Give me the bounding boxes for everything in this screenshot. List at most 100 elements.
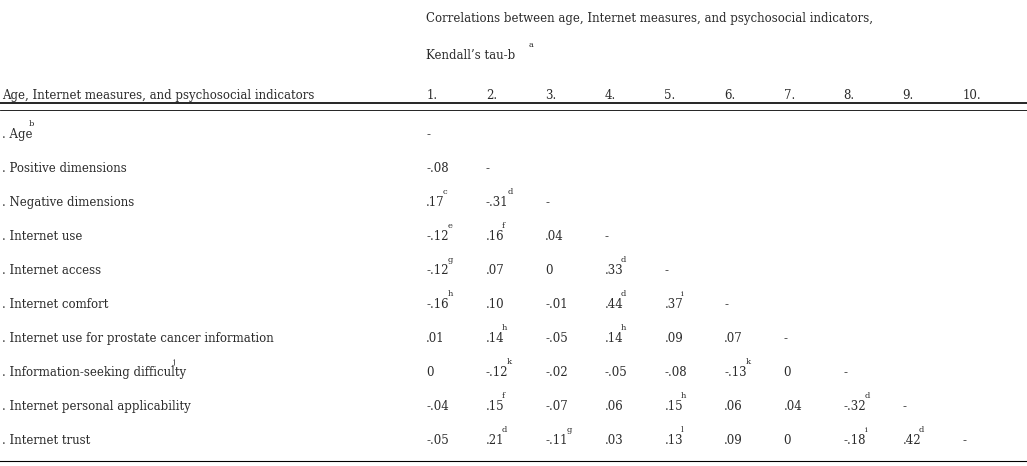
Text: .10: .10 <box>486 298 504 311</box>
Text: 0: 0 <box>784 434 791 447</box>
Text: 4.: 4. <box>605 89 616 102</box>
Text: 1.: 1. <box>426 89 438 102</box>
Text: -.31: -.31 <box>486 196 508 209</box>
Text: . Internet personal applicability: . Internet personal applicability <box>2 400 191 413</box>
Text: -.08: -.08 <box>664 366 687 379</box>
Text: c: c <box>443 188 447 196</box>
Text: .01: .01 <box>426 332 445 345</box>
Text: . Positive dimensions: . Positive dimensions <box>2 162 126 175</box>
Text: . Information-seeking difficulty: . Information-seeking difficulty <box>2 366 186 379</box>
Text: .03: .03 <box>605 434 623 447</box>
Text: Age, Internet measures, and psychosocial indicators: Age, Internet measures, and psychosocial… <box>2 89 314 102</box>
Text: h: h <box>448 290 453 298</box>
Text: -: - <box>426 128 430 141</box>
Text: -.18: -.18 <box>843 434 866 447</box>
Text: 9.: 9. <box>903 89 914 102</box>
Text: -.05: -.05 <box>426 434 449 447</box>
Text: .21: .21 <box>486 434 504 447</box>
Text: -: - <box>605 230 609 243</box>
Text: 0: 0 <box>545 264 553 277</box>
Text: g: g <box>448 256 453 264</box>
Text: .44: .44 <box>605 298 623 311</box>
Text: .07: .07 <box>724 332 743 345</box>
Text: . Age: . Age <box>2 128 33 141</box>
Text: -.12: -.12 <box>486 366 508 379</box>
Text: .17: .17 <box>426 196 445 209</box>
Text: -.07: -.07 <box>545 400 568 413</box>
Text: -.02: -.02 <box>545 366 568 379</box>
Text: f: f <box>502 392 505 400</box>
Text: l: l <box>681 426 683 434</box>
Text: -.12: -.12 <box>426 230 449 243</box>
Text: -.13: -.13 <box>724 366 747 379</box>
Text: -.32: -.32 <box>843 400 866 413</box>
Text: .42: .42 <box>903 434 921 447</box>
Text: 0: 0 <box>426 366 433 379</box>
Text: Kendall’s tau-b: Kendall’s tau-b <box>426 49 516 62</box>
Text: h: h <box>681 392 686 400</box>
Text: 6.: 6. <box>724 89 735 102</box>
Text: .06: .06 <box>605 400 623 413</box>
Text: .04: .04 <box>545 230 564 243</box>
Text: . Internet comfort: . Internet comfort <box>2 298 109 311</box>
Text: -: - <box>664 264 669 277</box>
Text: -: - <box>843 366 847 379</box>
Text: . Internet use for prostate cancer information: . Internet use for prostate cancer infor… <box>2 332 274 345</box>
Text: d: d <box>621 256 626 264</box>
Text: d: d <box>621 290 626 298</box>
Text: .16: .16 <box>486 230 504 243</box>
Text: 0: 0 <box>784 366 791 379</box>
Text: 5.: 5. <box>664 89 676 102</box>
Text: d: d <box>919 426 924 434</box>
Text: .15: .15 <box>664 400 683 413</box>
Text: . Internet trust: . Internet trust <box>2 434 90 447</box>
Text: f: f <box>502 222 505 230</box>
Text: 3.: 3. <box>545 89 557 102</box>
Text: -.01: -.01 <box>545 298 568 311</box>
Text: -: - <box>784 332 788 345</box>
Text: .14: .14 <box>486 332 504 345</box>
Text: -: - <box>724 298 728 311</box>
Text: -: - <box>486 162 490 175</box>
Text: g: g <box>567 426 572 434</box>
Text: 8.: 8. <box>843 89 854 102</box>
Text: j: j <box>173 358 176 366</box>
Text: -.05: -.05 <box>605 366 627 379</box>
Text: .09: .09 <box>724 434 743 447</box>
Text: .15: .15 <box>486 400 504 413</box>
Text: .14: .14 <box>605 332 623 345</box>
Text: .09: .09 <box>664 332 683 345</box>
Text: k: k <box>746 358 751 366</box>
Text: i: i <box>681 290 683 298</box>
Text: h: h <box>621 324 626 332</box>
Text: a: a <box>529 41 534 49</box>
Text: e: e <box>448 222 453 230</box>
Text: -: - <box>903 400 907 413</box>
Text: d: d <box>865 392 870 400</box>
Text: b: b <box>29 120 34 128</box>
Text: .07: .07 <box>486 264 504 277</box>
Text: .37: .37 <box>664 298 683 311</box>
Text: -.11: -.11 <box>545 434 568 447</box>
Text: d: d <box>502 426 507 434</box>
Text: 10.: 10. <box>962 89 981 102</box>
Text: . Internet access: . Internet access <box>2 264 102 277</box>
Text: -.05: -.05 <box>545 332 568 345</box>
Text: .13: .13 <box>664 434 683 447</box>
Text: -: - <box>962 434 966 447</box>
Text: -: - <box>545 196 549 209</box>
Text: h: h <box>502 324 507 332</box>
Text: k: k <box>507 358 512 366</box>
Text: .06: .06 <box>724 400 743 413</box>
Text: i: i <box>865 426 867 434</box>
Text: .04: .04 <box>784 400 802 413</box>
Text: -.08: -.08 <box>426 162 449 175</box>
Text: 2.: 2. <box>486 89 497 102</box>
Text: . Negative dimensions: . Negative dimensions <box>2 196 135 209</box>
Text: -.04: -.04 <box>426 400 449 413</box>
Text: .33: .33 <box>605 264 623 277</box>
Text: -.12: -.12 <box>426 264 449 277</box>
Text: Correlations between age, Internet measures, and psychosocial indicators,: Correlations between age, Internet measu… <box>426 12 873 25</box>
Text: . Internet use: . Internet use <box>2 230 82 243</box>
Text: d: d <box>507 188 512 196</box>
